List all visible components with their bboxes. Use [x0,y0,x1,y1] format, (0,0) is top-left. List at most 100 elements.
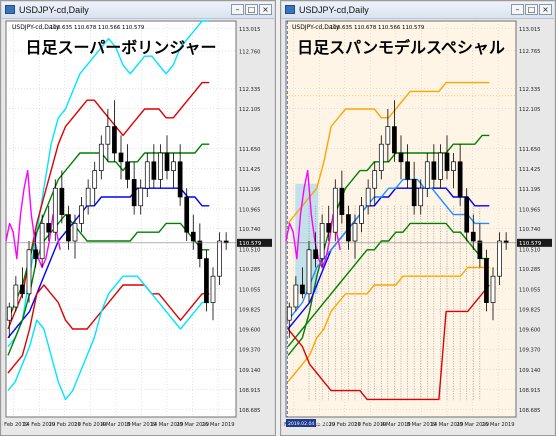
minimize-button[interactable]: – [511,4,524,15]
y-tick-label: 109.825 [239,308,260,314]
x-tick-label: 4 Mar 2019 [381,422,411,428]
candle-body [411,179,417,207]
candle-body [497,240,502,277]
current-price-tag [517,238,552,247]
y-tick-label: 110.055 [239,287,260,293]
y-tick-label: 110.965 [239,207,260,213]
chart-window-right[interactable]: USDJPY-cd,Daily – □ × 113.015 112.765 112.… [280,0,556,436]
candle-body [177,161,183,198]
candle-body [339,187,345,215]
x-tick-label: 8 Mar 2019 [407,422,437,428]
y-tick-label: 111.650 [239,147,260,153]
candle-body [171,161,176,171]
series-line-7 [7,275,210,401]
x-tick-label: 4 Mar 2019 [101,422,131,428]
x-tick-label: 26 Feb 2019 [354,422,386,428]
window-title: USDJPY-cd,Daily [19,5,89,15]
y-tick-label: 110.740 [239,227,260,233]
y-tick-label: 110.510 [239,247,260,253]
candle-body [204,258,209,303]
y-tick-label: 109.140 [519,368,540,374]
candle-body [184,196,190,233]
candle-body [112,126,117,154]
series-line-3 [287,187,490,330]
series-line-1 [287,81,490,224]
ohlc-label: 110.635 110.678 110.566 110.579 [50,25,145,31]
ohlc-label: 110.635 110.678 110.566 110.579 [330,25,425,31]
y-tick-label: 109.140 [239,368,260,374]
candle-body [59,187,65,215]
series-line-3 [7,143,210,321]
candle-body [92,170,98,189]
maximize-button[interactable]: □ [525,4,538,15]
y-tick-label: 113.015 [239,27,260,33]
candle-body [319,223,325,259]
y-tick-label: 110.285 [239,267,260,273]
candle-body [118,152,124,163]
candle-body [190,231,196,242]
candle-body [151,161,157,180]
symbol-label: USDJPY-cd,Daily [12,24,60,31]
candle-body [293,284,299,308]
y-tick-label: 113.015 [519,27,540,33]
series-line-7 [287,284,490,401]
candle-body [66,214,71,242]
maximize-button[interactable]: □ [245,4,258,15]
y-tick-label: 112.105 [239,107,260,113]
candle-body [451,161,456,171]
y-tick-label: 109.600 [519,328,540,334]
candle-body [424,161,430,189]
candle-body [306,249,312,295]
y-tick-label: 108.915 [239,388,260,394]
y-tick-label: 109.825 [519,308,540,314]
x-tick-label: 26 Feb 2019 [74,422,106,428]
y-tick-label: 111.195 [239,187,260,193]
x-tick-label: 20 Mar 2019 [456,422,489,428]
x-tick-label: 20 Mar 2019 [176,422,209,428]
candle-body [52,187,58,233]
current-price-tag [237,238,272,247]
candle-body [6,306,12,321]
candle-body [372,170,378,189]
overlay-title: 日足スパンモデルスペシャル [297,38,505,57]
candle-body [477,240,483,259]
y-tick-label: 108.685 [239,408,260,414]
candle-body [385,126,391,145]
series-line-5 [287,222,490,348]
candle-body [33,249,38,259]
candle-body [217,240,222,277]
candle-body [326,223,332,233]
plot-area [5,20,237,418]
chart-left-svg[interactable]: 113.015 112.760 112.335 112.105 111.650 111.4… [2,19,274,435]
candle-body [138,187,144,207]
minimize-button[interactable]: – [231,4,244,15]
chart-right-svg[interactable]: 113.015 112.765 112.335 112.105 111.650 111.4… [282,19,554,435]
candle-body [20,284,25,295]
x-tick-label: 8 Mar 2019 [127,422,157,428]
candle-body [359,205,364,224]
close-button[interactable]: × [259,4,272,15]
y-tick-label: 112.335 [239,87,260,93]
candle-body [438,152,443,180]
candle-body [13,284,19,308]
period-marker-label: 2019.02.04 00:00 [288,421,329,427]
candle-body [490,275,496,303]
x-tick-label: 26 Mar 2019 [202,422,235,428]
candle-body [398,152,404,163]
window-titlebar[interactable]: USDJPY-cd,Daily – □ × [2,2,274,19]
window-titlebar[interactable]: USDJPY-cd,Daily – □ × [282,2,554,19]
y-tick-label: 108.685 [519,408,540,414]
y-tick-label: 111.650 [519,147,540,153]
x-tick-label: 8 Feb 2019 [2,422,28,428]
y-tick-label: 110.510 [519,247,540,253]
candle-body [457,161,463,198]
y-tick-label: 112.105 [519,107,540,113]
close-button[interactable]: × [539,4,552,15]
candle-body [98,143,104,171]
series-line-8 [5,169,61,269]
candle-body [464,196,470,233]
chart-window-left[interactable]: USDJPY-cd,Daily – □ × 113.015 112.760 112.… [0,0,276,436]
x-tick-label: 20 Feb 2019 [49,422,81,428]
candle-body [131,179,137,207]
candle-body [26,249,32,295]
